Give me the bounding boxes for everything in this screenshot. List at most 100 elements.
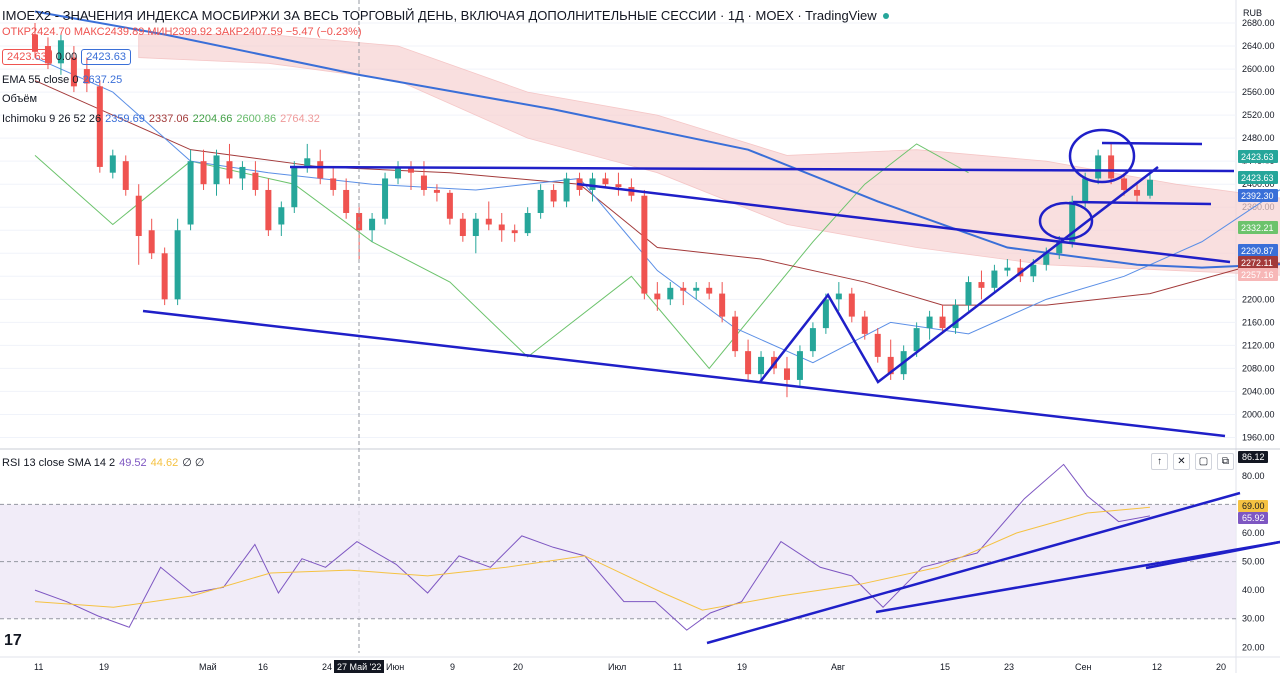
tradingview-logo-icon: 17 — [4, 632, 22, 649]
price-tick-label: 2640.00 — [1242, 41, 1275, 51]
candle-body — [732, 316, 739, 352]
candle-body — [317, 161, 324, 179]
bid-ask-row: 2423.63 0.00 2423.63 — [2, 49, 131, 65]
candle-body — [213, 155, 220, 185]
candle-body — [278, 207, 285, 225]
candle-body — [472, 218, 479, 237]
time-tick-label: 11 — [34, 662, 43, 672]
currency-label[interactable]: RUB — [1243, 8, 1263, 18]
maximize-icon[interactable]: ▢ — [1195, 453, 1212, 470]
candle-body — [563, 178, 570, 202]
time-tick-label: 24 — [322, 662, 332, 672]
price-tick-label: 2680.00 — [1242, 18, 1275, 28]
rsi-label-box — [1238, 512, 1268, 524]
price-tick-label: 2200.00 — [1242, 294, 1275, 304]
ema-label: EMA 55 close 0 — [2, 74, 79, 86]
candle-body — [589, 178, 596, 190]
candle-body — [1030, 264, 1037, 277]
candle-body — [70, 57, 77, 87]
candle-body — [57, 40, 64, 64]
candle-body — [265, 189, 272, 231]
time-tick-label: 19 — [99, 662, 109, 672]
candle-body — [641, 195, 648, 294]
candle-body — [330, 178, 337, 190]
candle-body — [135, 195, 142, 237]
price-label-text: 2423.63 — [1241, 173, 1274, 183]
price-label-box — [1238, 189, 1278, 202]
candle-body — [343, 189, 350, 213]
volume-legend[interactable]: Объём — [2, 93, 37, 105]
candle-body — [187, 161, 194, 225]
ichimoku-cloud — [138, 34, 1280, 276]
time-tick-label: 19 — [737, 662, 747, 672]
candle-body — [174, 230, 181, 300]
ohlc-legend: ОТКР2424.70 МАКС2439.89 МИН2399.92 ЗАКР2… — [2, 26, 362, 38]
price-label-box — [1238, 171, 1278, 184]
rsi-legend[interactable]: RSI 13 close SMA 14 2 49.52 44.62 ∅ ∅ — [2, 456, 204, 470]
price-label-time: 05:40:40 — [1241, 163, 1268, 170]
ema-legend[interactable]: EMA 55 close 0 2637.25 — [2, 74, 122, 86]
rsi-trend-line-drawing — [706, 491, 1241, 645]
candle-body — [1004, 267, 1011, 271]
time-tick-label: Сен — [1075, 662, 1092, 672]
price-tick-label: 2080.00 — [1242, 363, 1275, 373]
market-status-icon — [882, 12, 889, 19]
price-tick-label: 2480.00 — [1242, 133, 1275, 143]
candle-body — [407, 166, 414, 173]
spread-value: 0.00 — [55, 51, 78, 63]
candle-body — [44, 46, 51, 64]
price-label-box — [1238, 256, 1278, 269]
candle-body — [991, 270, 998, 288]
time-tick-label: 23 — [1004, 662, 1014, 672]
close-icon[interactable]: ✕ — [1173, 453, 1190, 470]
ichimoku-legend[interactable]: Ichimoku 9 26 52 26 2359.69 2337.06 2204… — [2, 113, 320, 125]
candle-body — [978, 282, 985, 288]
rsi-tick-label: 30.00 — [1242, 614, 1265, 624]
time-tick-label: Май — [199, 662, 217, 672]
candle-body — [511, 230, 518, 234]
minimize-icon[interactable]: ⧉ — [1217, 453, 1234, 470]
price-tick-label: 2120.00 — [1242, 340, 1275, 350]
bid-badge[interactable]: 2423.63 — [2, 49, 52, 65]
move-up-icon[interactable]: ↑ — [1151, 453, 1168, 470]
price-tick-label: 1960.00 — [1242, 432, 1275, 442]
rsi-label-text: 65.92 — [1242, 513, 1265, 523]
time-tick-label: 9 — [450, 662, 455, 672]
candle-body — [109, 155, 116, 173]
symbol-title[interactable]: IMOEX2 - ЗНАЧЕНИЯ ИНДЕКСА МОСБИРЖИ ЗА ВЕ… — [2, 8, 889, 23]
candle-body — [369, 218, 376, 231]
candle-body — [848, 293, 855, 317]
rsi-trend-line-drawing — [875, 540, 1280, 614]
candle-body — [459, 218, 466, 237]
trend-line-drawing — [759, 166, 1159, 384]
crosshair-date-label: 27 Май '22 — [337, 662, 381, 672]
time-tick-label: 20 — [1216, 662, 1226, 672]
time-tick-label: Июл — [608, 662, 626, 672]
candle-body — [965, 282, 972, 306]
rsi-sma-line — [34, 506, 1151, 611]
candle-body — [796, 351, 803, 380]
rsi-label-box — [1238, 451, 1268, 463]
time-tick-label: 16 — [258, 662, 268, 672]
rsi-label-text: 86.12 — [1242, 452, 1265, 462]
candle-body — [783, 368, 790, 380]
candle-body — [485, 218, 492, 225]
candle-body — [1082, 178, 1089, 202]
time-tick-label: Июн — [386, 662, 404, 672]
ask-badge[interactable]: 2423.63 — [81, 49, 131, 65]
rsi-tick-label: 60.00 — [1242, 528, 1265, 538]
time-tick-label: 15 — [940, 662, 950, 672]
price-label-text: 2257.16 — [1241, 270, 1274, 280]
candle-body — [239, 166, 246, 179]
circle-drawing — [1068, 128, 1136, 184]
candle-body — [874, 333, 881, 357]
rsi-sma-value: 44.62 — [150, 456, 179, 469]
ohlc-values: ОТКР2424.70 МАКС2439.89 МИН2399.92 ЗАКР2… — [2, 26, 362, 38]
candle-body — [122, 161, 129, 190]
circle-drawing — [1038, 201, 1094, 241]
candle-body — [693, 287, 700, 291]
ichimoku-base: 2337.06 — [148, 113, 189, 125]
candle-body — [382, 178, 389, 219]
price-tick-label: 2040.00 — [1242, 386, 1275, 396]
